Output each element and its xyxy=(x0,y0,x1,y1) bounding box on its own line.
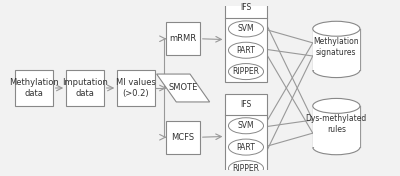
FancyBboxPatch shape xyxy=(66,70,104,106)
Text: IFS: IFS xyxy=(240,3,252,12)
Text: SVM: SVM xyxy=(238,24,254,33)
Text: Imputation
data: Imputation data xyxy=(62,78,108,98)
Ellipse shape xyxy=(313,21,360,36)
Text: IFS: IFS xyxy=(240,100,252,109)
Text: PART: PART xyxy=(236,143,256,152)
Ellipse shape xyxy=(228,42,264,58)
FancyBboxPatch shape xyxy=(166,22,200,55)
Text: MCFS: MCFS xyxy=(172,133,195,142)
Bar xyxy=(313,106,360,147)
Ellipse shape xyxy=(228,21,264,37)
Bar xyxy=(313,29,360,70)
Text: RIPPER: RIPPER xyxy=(232,67,260,76)
Polygon shape xyxy=(157,74,210,102)
Text: SVM: SVM xyxy=(238,121,254,130)
Ellipse shape xyxy=(313,98,360,113)
Ellipse shape xyxy=(228,161,264,176)
Text: RIPPER: RIPPER xyxy=(232,164,260,173)
Text: Dys-methylated
rules: Dys-methylated rules xyxy=(306,114,367,134)
FancyBboxPatch shape xyxy=(225,0,267,82)
FancyBboxPatch shape xyxy=(15,70,52,106)
Ellipse shape xyxy=(228,118,264,134)
FancyBboxPatch shape xyxy=(166,121,200,154)
Ellipse shape xyxy=(228,64,264,80)
Ellipse shape xyxy=(313,63,360,78)
Text: mRMR: mRMR xyxy=(170,34,197,43)
Text: SMOTE: SMOTE xyxy=(168,83,198,93)
Ellipse shape xyxy=(228,139,264,155)
FancyBboxPatch shape xyxy=(117,70,155,106)
FancyBboxPatch shape xyxy=(225,94,267,176)
Ellipse shape xyxy=(313,140,360,155)
Text: PART: PART xyxy=(236,46,256,55)
Text: Methylation
data: Methylation data xyxy=(9,78,59,98)
Text: MI values
(>0.2): MI values (>0.2) xyxy=(116,78,156,98)
Text: Methylation
signatures: Methylation signatures xyxy=(314,37,359,57)
